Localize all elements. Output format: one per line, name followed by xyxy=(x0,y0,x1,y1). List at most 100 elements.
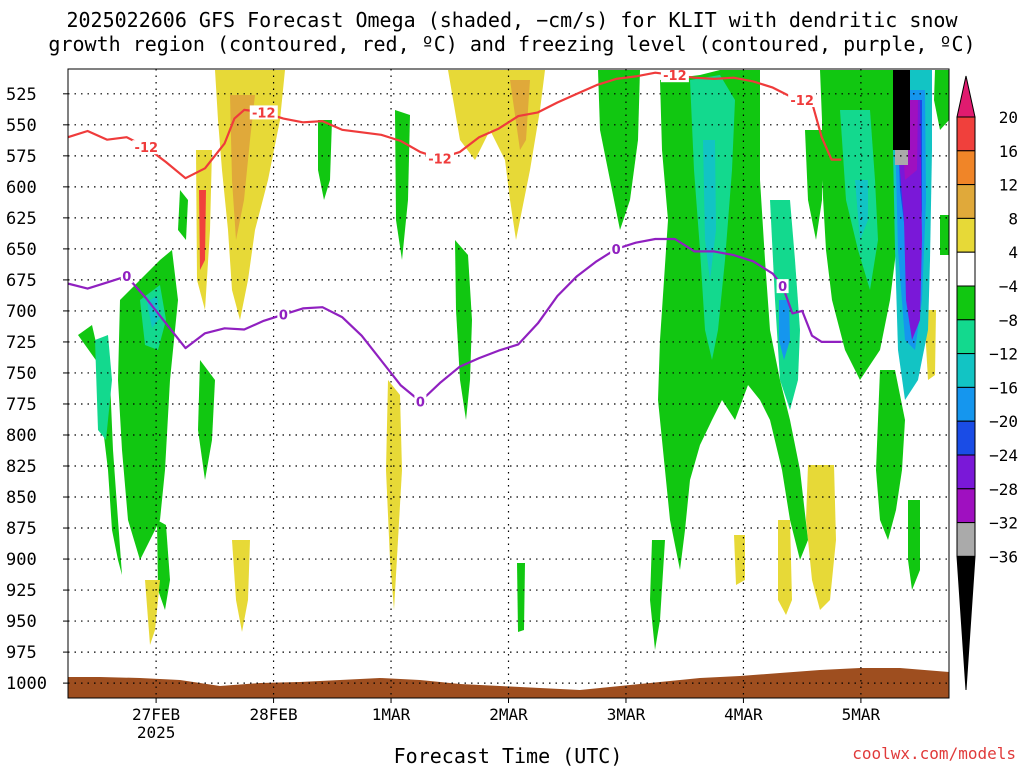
omega-region xyxy=(395,110,410,260)
omega-region xyxy=(908,500,920,590)
colorbar-label: 12 xyxy=(999,176,1018,195)
omega-region xyxy=(778,520,792,615)
contour-label: 0 xyxy=(122,270,131,285)
omega-region xyxy=(95,335,112,440)
omega-region xyxy=(455,240,472,420)
y-tick-label: 750 xyxy=(6,364,37,384)
contour-label-bg xyxy=(120,269,133,284)
colorbar-swatch xyxy=(956,353,976,388)
y-tick-label: 625 xyxy=(6,209,37,229)
y-tick-label: 525 xyxy=(6,85,37,105)
contour-label-bg xyxy=(132,140,161,155)
y-tick-label: 600 xyxy=(6,178,37,198)
y-tick-label: 650 xyxy=(6,240,37,260)
colorbar-swatch xyxy=(956,251,976,287)
credit-link[interactable]: coolwx.com/models xyxy=(852,744,1016,763)
chart-title-line-1: 2025022606 GFS Forecast Omega (shaded, −… xyxy=(66,8,958,32)
omega-region xyxy=(779,300,790,360)
chart-title-line-2: growth region (contoured, red, ºC) and f… xyxy=(48,32,976,56)
contour-label: 0 xyxy=(279,309,288,324)
colorbar-label: 16 xyxy=(999,142,1018,161)
contour-label: 0 xyxy=(612,243,621,258)
contour-label-bg xyxy=(414,394,427,409)
colorbar-swatch xyxy=(956,522,976,557)
omega-region xyxy=(318,120,332,200)
y-tick-label: 875 xyxy=(6,519,37,539)
y-tick-label: 950 xyxy=(6,612,37,632)
x-tick-label: 1MAR xyxy=(372,705,411,724)
colorbar-label: −20 xyxy=(989,412,1018,431)
omega-region xyxy=(598,70,640,230)
omega-region xyxy=(198,360,215,480)
omega-region xyxy=(893,70,910,150)
contour-label: 0 xyxy=(416,395,425,410)
x-tick-label: 2MAR xyxy=(489,705,528,724)
omega-region xyxy=(517,563,525,632)
contour-label-bg xyxy=(610,241,623,256)
contour-label: -12 xyxy=(135,141,159,156)
contour-label-bg xyxy=(425,151,454,166)
contour-label-bg xyxy=(249,105,278,120)
colorbar-top-arrow xyxy=(956,75,976,118)
contour-label: 0 xyxy=(778,280,787,295)
y-tick-label: 575 xyxy=(6,147,37,167)
contour-line xyxy=(68,71,842,180)
omega-region xyxy=(178,190,188,240)
y-tick-label: 675 xyxy=(6,271,37,291)
omega-shading xyxy=(68,70,949,698)
y-tick-label: 700 xyxy=(6,302,37,322)
omega-region xyxy=(658,70,808,570)
contour-label: -12 xyxy=(790,94,814,109)
omega-region xyxy=(199,190,206,270)
y-tick-label: 975 xyxy=(6,643,37,663)
x-axis-title: Forecast Time (UTC) xyxy=(393,744,623,768)
omega-region xyxy=(734,535,745,585)
contour-label-bg xyxy=(660,69,689,83)
pressure-axis: 525 550 575 600 625 650 675 700 725 750 775 800 825 8… xyxy=(6,85,68,694)
y-tick-label: 775 xyxy=(6,395,37,415)
y-tick-label: 550 xyxy=(6,116,37,136)
grid-lines xyxy=(68,69,949,698)
colorbar-swatch xyxy=(956,150,976,186)
omega-region xyxy=(806,465,836,610)
colorbar-swatch xyxy=(956,116,976,152)
colorbar-label: 20 xyxy=(999,108,1018,127)
temperature-contours: -12 -12 -12 -12 -12 0 0 0 0 0 xyxy=(68,69,842,410)
omega-region xyxy=(805,130,822,240)
omega-region xyxy=(230,95,255,240)
y-tick-label: 925 xyxy=(6,581,37,601)
y-tick-label: 850 xyxy=(6,488,37,508)
omega-region xyxy=(876,370,905,540)
colorbar-swatch xyxy=(956,488,976,524)
colorbar-swatch xyxy=(956,420,976,456)
contour-line xyxy=(68,237,842,403)
colorbar-swatch xyxy=(956,217,976,253)
y-tick-label: 1000 xyxy=(6,674,47,694)
x-tick-label: 5MAR xyxy=(842,705,881,724)
contour-label: -12 xyxy=(252,106,276,121)
omega-region xyxy=(386,380,402,610)
y-tick-label: 725 xyxy=(6,333,37,353)
colorbar-label: 8 xyxy=(1008,209,1018,228)
x-tick-label: 27FEB xyxy=(132,705,180,724)
colorbar-swatch xyxy=(956,184,976,219)
colorbar-swatch xyxy=(956,454,976,490)
x-tick-label: 4MAR xyxy=(724,705,763,724)
colorbar-label: −4 xyxy=(999,277,1018,296)
x-tick-label: 3MAR xyxy=(607,705,646,724)
x-tick-label: 28FEB xyxy=(249,705,297,724)
contour-label: -12 xyxy=(663,69,687,84)
colorbar-label: 4 xyxy=(1008,243,1018,262)
y-tick-label: 900 xyxy=(6,550,37,570)
colorbar-swatch xyxy=(956,319,976,355)
omega-region xyxy=(855,180,868,240)
contour-label: -12 xyxy=(428,152,452,167)
y-tick-label: 800 xyxy=(6,426,37,446)
colorbar-label: −32 xyxy=(989,514,1018,533)
y-tick-label: 825 xyxy=(6,457,37,477)
colorbar-label: −16 xyxy=(989,378,1018,397)
surface-terrain xyxy=(68,668,949,698)
omega-region xyxy=(703,140,716,280)
